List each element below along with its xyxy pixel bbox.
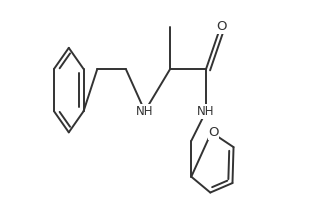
Text: O: O [217, 20, 227, 33]
Text: O: O [208, 126, 219, 139]
Text: NH: NH [136, 105, 154, 118]
Text: NH: NH [197, 105, 215, 118]
